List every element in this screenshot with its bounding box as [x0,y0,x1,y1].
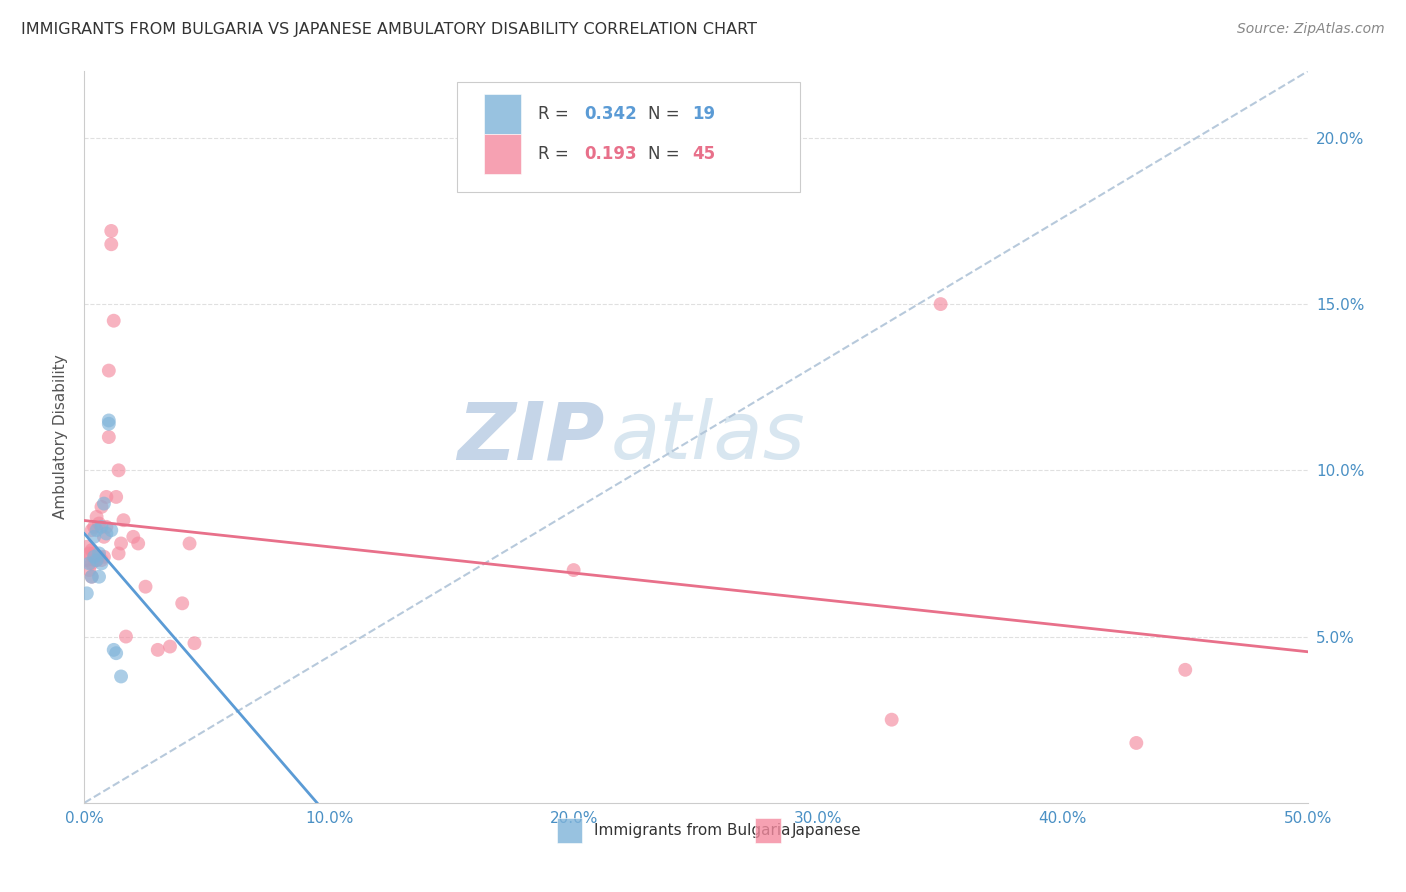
Point [87,546,110,560]
Point [97,430,120,444]
Point [93,549,115,564]
Point [135,580,157,594]
Point [100,523,122,537]
Text: Source: ZipAtlas.com: Source: ZipAtlas.com [1237,22,1385,37]
Point [76,586,98,600]
Point [80,557,103,571]
Point [146,643,169,657]
Point [76,540,98,554]
Point [80,570,103,584]
Point [86,523,108,537]
Point [80,523,103,537]
Point [83,546,105,560]
Point [83,549,105,564]
FancyBboxPatch shape [484,94,522,134]
Y-axis label: Ambulatory Disability: Ambulatory Disability [53,355,69,519]
Point [100,237,122,252]
Point [80,570,103,584]
Point [96,490,118,504]
Point [87,516,110,531]
Text: IMMIGRANTS FROM BULGARIA VS JAPANESE AMBULATORY DISABILITY CORRELATION CHART: IMMIGRANTS FROM BULGARIA VS JAPANESE AMB… [21,22,756,37]
Point [105,490,128,504]
Point [80,543,103,558]
Point [1174,663,1197,677]
Point [77,546,100,560]
Point [159,640,181,654]
Point [103,314,125,328]
Point [97,413,120,427]
Text: R =: R = [538,104,574,123]
Point [87,549,110,564]
Point [96,520,118,534]
Point [83,520,105,534]
Point [93,530,115,544]
Point [929,297,952,311]
Point [87,570,110,584]
Text: ZIP: ZIP [457,398,605,476]
Point [562,563,585,577]
Point [83,530,105,544]
Point [86,553,108,567]
Text: 0.193: 0.193 [585,145,637,163]
Text: N =: N = [648,104,685,123]
Point [1125,736,1147,750]
Point [86,509,108,524]
Point [110,669,132,683]
FancyBboxPatch shape [457,82,800,192]
Point [93,497,115,511]
Text: 0.342: 0.342 [585,104,637,123]
Point [103,643,125,657]
Point [127,536,149,550]
Point [77,563,100,577]
Point [880,713,903,727]
Text: 19: 19 [692,104,716,123]
Point [105,646,128,660]
Text: atlas: atlas [610,398,806,476]
Point [115,630,138,644]
FancyBboxPatch shape [484,134,522,174]
Text: Japanese: Japanese [792,822,862,838]
Point [90,557,112,571]
Point [110,536,132,550]
Point [97,417,120,431]
Point [90,500,112,514]
Point [107,546,129,560]
Text: R =: R = [538,145,574,163]
Point [179,536,201,550]
Point [90,520,112,534]
Point [100,224,122,238]
Point [107,463,129,477]
Point [90,553,112,567]
Point [97,363,120,377]
Point [77,557,100,571]
Text: 45: 45 [692,145,716,163]
Text: Immigrants from Bulgaria: Immigrants from Bulgaria [593,822,790,838]
Point [112,513,135,527]
Point [172,596,194,610]
Point [86,553,108,567]
Point [183,636,205,650]
Point [76,553,98,567]
Point [96,526,118,541]
Text: N =: N = [648,145,685,163]
Point [83,553,105,567]
Point [122,530,145,544]
